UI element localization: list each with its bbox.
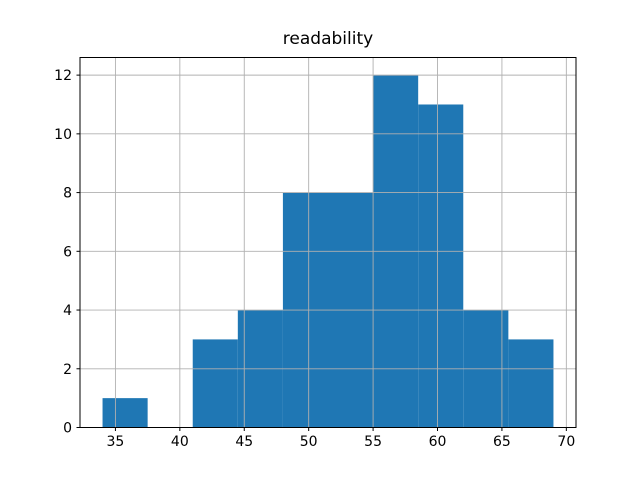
x-tick-label: 70 bbox=[557, 434, 575, 450]
x-tick-label: 35 bbox=[107, 434, 125, 450]
y-tick-label: 4 bbox=[63, 303, 72, 319]
x-tick-label: 55 bbox=[364, 434, 382, 450]
y-tick-label: 10 bbox=[54, 127, 72, 143]
y-tick-label: 2 bbox=[63, 362, 72, 378]
y-tick-label: 8 bbox=[63, 186, 72, 202]
y-tick-label: 12 bbox=[54, 68, 72, 84]
histogram-bar bbox=[508, 339, 554, 428]
x-tick-label: 65 bbox=[493, 434, 511, 450]
axes-spines bbox=[79, 57, 577, 428]
histogram-bar bbox=[418, 104, 464, 428]
y-tick-label: 0 bbox=[63, 421, 72, 437]
x-tick-label: 60 bbox=[429, 434, 447, 450]
chart-title: readability bbox=[282, 29, 374, 49]
y-tick-label: 6 bbox=[63, 244, 72, 260]
histogram-bar bbox=[102, 398, 148, 428]
x-tick-label: 45 bbox=[235, 434, 253, 450]
histogram-bar bbox=[192, 339, 238, 428]
x-tick-label: 50 bbox=[300, 434, 318, 450]
x-tick-label: 40 bbox=[171, 434, 189, 450]
